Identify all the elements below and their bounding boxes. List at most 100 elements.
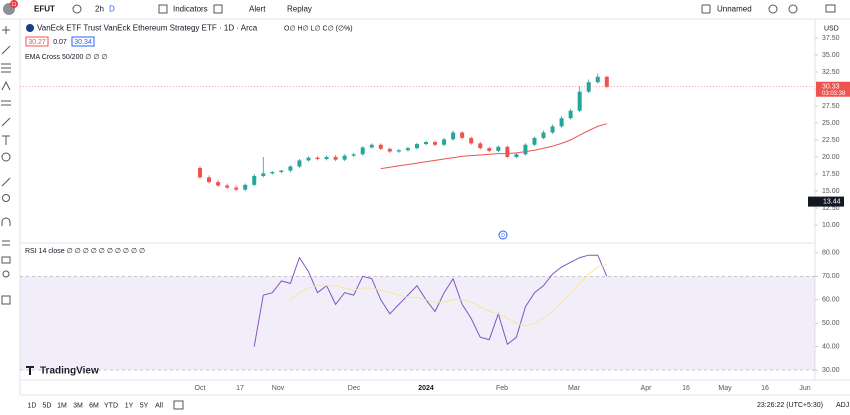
bid-box[interactable]	[25, 36, 49, 47]
candle-body	[478, 143, 483, 149]
range-button[interactable]: 1Y	[125, 402, 134, 409]
date-range-icon[interactable]	[173, 400, 184, 410]
y-tick-label: 40.00	[822, 343, 840, 350]
search-icon[interactable]	[768, 4, 778, 14]
camera-icon[interactable]	[825, 4, 836, 13]
checkbox[interactable]	[701, 4, 711, 14]
y-tick-label: 50.00	[822, 320, 840, 327]
candle-body	[532, 137, 537, 145]
candle-body	[424, 142, 428, 145]
candle-body	[306, 157, 311, 161]
event-marker[interactable]	[498, 230, 508, 240]
candle-body	[604, 76, 609, 87]
candle-body	[288, 166, 293, 171]
x-tick-label: Feb	[496, 385, 508, 392]
candle-body	[595, 76, 600, 83]
candle-body	[433, 142, 438, 145]
candle-body	[559, 118, 564, 127]
range-button[interactable]: 1M	[57, 402, 67, 409]
candle-body	[333, 156, 338, 160]
x-tick-label: Nov	[272, 385, 285, 392]
rsi-band	[20, 276, 815, 371]
last-price-label: 30.33	[822, 84, 840, 91]
candle-body	[396, 150, 401, 152]
range-button[interactable]: 6M	[89, 402, 99, 409]
candle-body	[469, 137, 474, 144]
candle-body	[198, 167, 202, 178]
y-tick-label: 15.00	[822, 188, 840, 195]
interval[interactable]: 2h	[95, 5, 104, 14]
x-tick-label: 16	[761, 385, 769, 392]
candle-body	[387, 148, 392, 152]
y-tick-label: 22.50	[822, 137, 840, 144]
candle-body	[550, 126, 555, 133]
candle-body	[360, 147, 365, 155]
y-tick-label: 37.50	[822, 35, 840, 42]
badge-count: 11	[11, 2, 16, 8]
candle-body	[451, 132, 456, 140]
layout-name[interactable]: Unnamed	[717, 5, 752, 14]
y-tick-label: 80.00	[822, 250, 840, 257]
compare-icon[interactable]	[72, 4, 82, 14]
alert[interactable]: Alert	[249, 5, 266, 14]
ask[interactable]: 30.34	[74, 39, 92, 46]
event-marker-label[interactable]: D	[501, 233, 505, 239]
y-tick-label: 25.00	[822, 120, 840, 127]
rsi-legend: RSI 14 close ∅ ∅ ∅ ∅ ∅ ∅ ∅ ∅ ∅ ∅	[25, 248, 145, 255]
line	[253, 254, 608, 347]
logo-icon	[26, 366, 34, 375]
candle-body	[577, 91, 582, 111]
drawing-tools[interactable]	[1, 26, 11, 305]
x-tick-label: 17	[236, 385, 244, 392]
x-tick-label: Jun	[799, 385, 810, 392]
candle-body	[487, 148, 492, 151]
candle-body	[270, 171, 275, 174]
y-tick-label: 60.00	[822, 297, 840, 304]
candle-body	[369, 144, 374, 148]
x-tick-label: Mar	[568, 385, 581, 392]
y-tick-label: 17.50	[822, 171, 840, 178]
candle-body	[460, 132, 465, 138]
y-tick-label: 70.00	[822, 273, 840, 280]
indicators-icon[interactable]	[158, 4, 168, 14]
range-button[interactable]: All	[155, 402, 163, 409]
legend-ohlc: O∅ H∅ L∅ C∅ (∅%)	[284, 25, 353, 32]
candle-body	[351, 154, 356, 156]
y-tick-label: 32.50	[822, 69, 840, 76]
range-button[interactable]: 5D	[43, 402, 52, 409]
settings-icon[interactable]	[788, 4, 798, 14]
replay[interactable]: Replay	[287, 5, 312, 14]
candle-body	[442, 139, 447, 145]
range-button[interactable]: YTD	[104, 402, 118, 409]
range-button[interactable]: 1D	[28, 402, 37, 409]
y-tick-label: 20.00	[822, 154, 840, 161]
interval-d[interactable]: D	[109, 5, 115, 14]
marker-label: 13.44	[823, 198, 841, 205]
clock: 23:26:22 (UTC+5:30)	[757, 402, 823, 409]
last-price-tag	[816, 81, 850, 97]
candle-body	[505, 146, 510, 157]
range-button[interactable]: 5Y	[140, 402, 149, 409]
candle-body	[586, 82, 591, 92]
candle-body	[207, 177, 212, 183]
y-tick-label: 27.50	[822, 103, 840, 110]
adj[interactable]: ADJ	[836, 402, 849, 409]
indicators[interactable]: Indicators	[173, 5, 208, 14]
countdown: 03:03:38	[822, 91, 846, 97]
symbol-logo	[26, 24, 34, 32]
candle-body	[279, 170, 284, 172]
bid[interactable]: 30.27	[28, 39, 46, 46]
symbol[interactable]: EFUT	[34, 5, 55, 14]
layout-icon[interactable]	[213, 4, 223, 14]
range-button[interactable]: 3M	[73, 402, 83, 409]
candle-body	[315, 157, 320, 160]
ask-box[interactable]	[71, 36, 95, 47]
y-tick-label: 12.50	[822, 205, 840, 212]
candle-body	[243, 184, 248, 190]
currency[interactable]: USD	[824, 25, 839, 32]
ema-legend: EMA Cross 50/200 ∅ ∅ ∅	[25, 54, 108, 61]
badge	[10, 0, 18, 8]
x-tick-label: May	[718, 385, 732, 392]
x-tick-label: 2024	[418, 385, 434, 392]
